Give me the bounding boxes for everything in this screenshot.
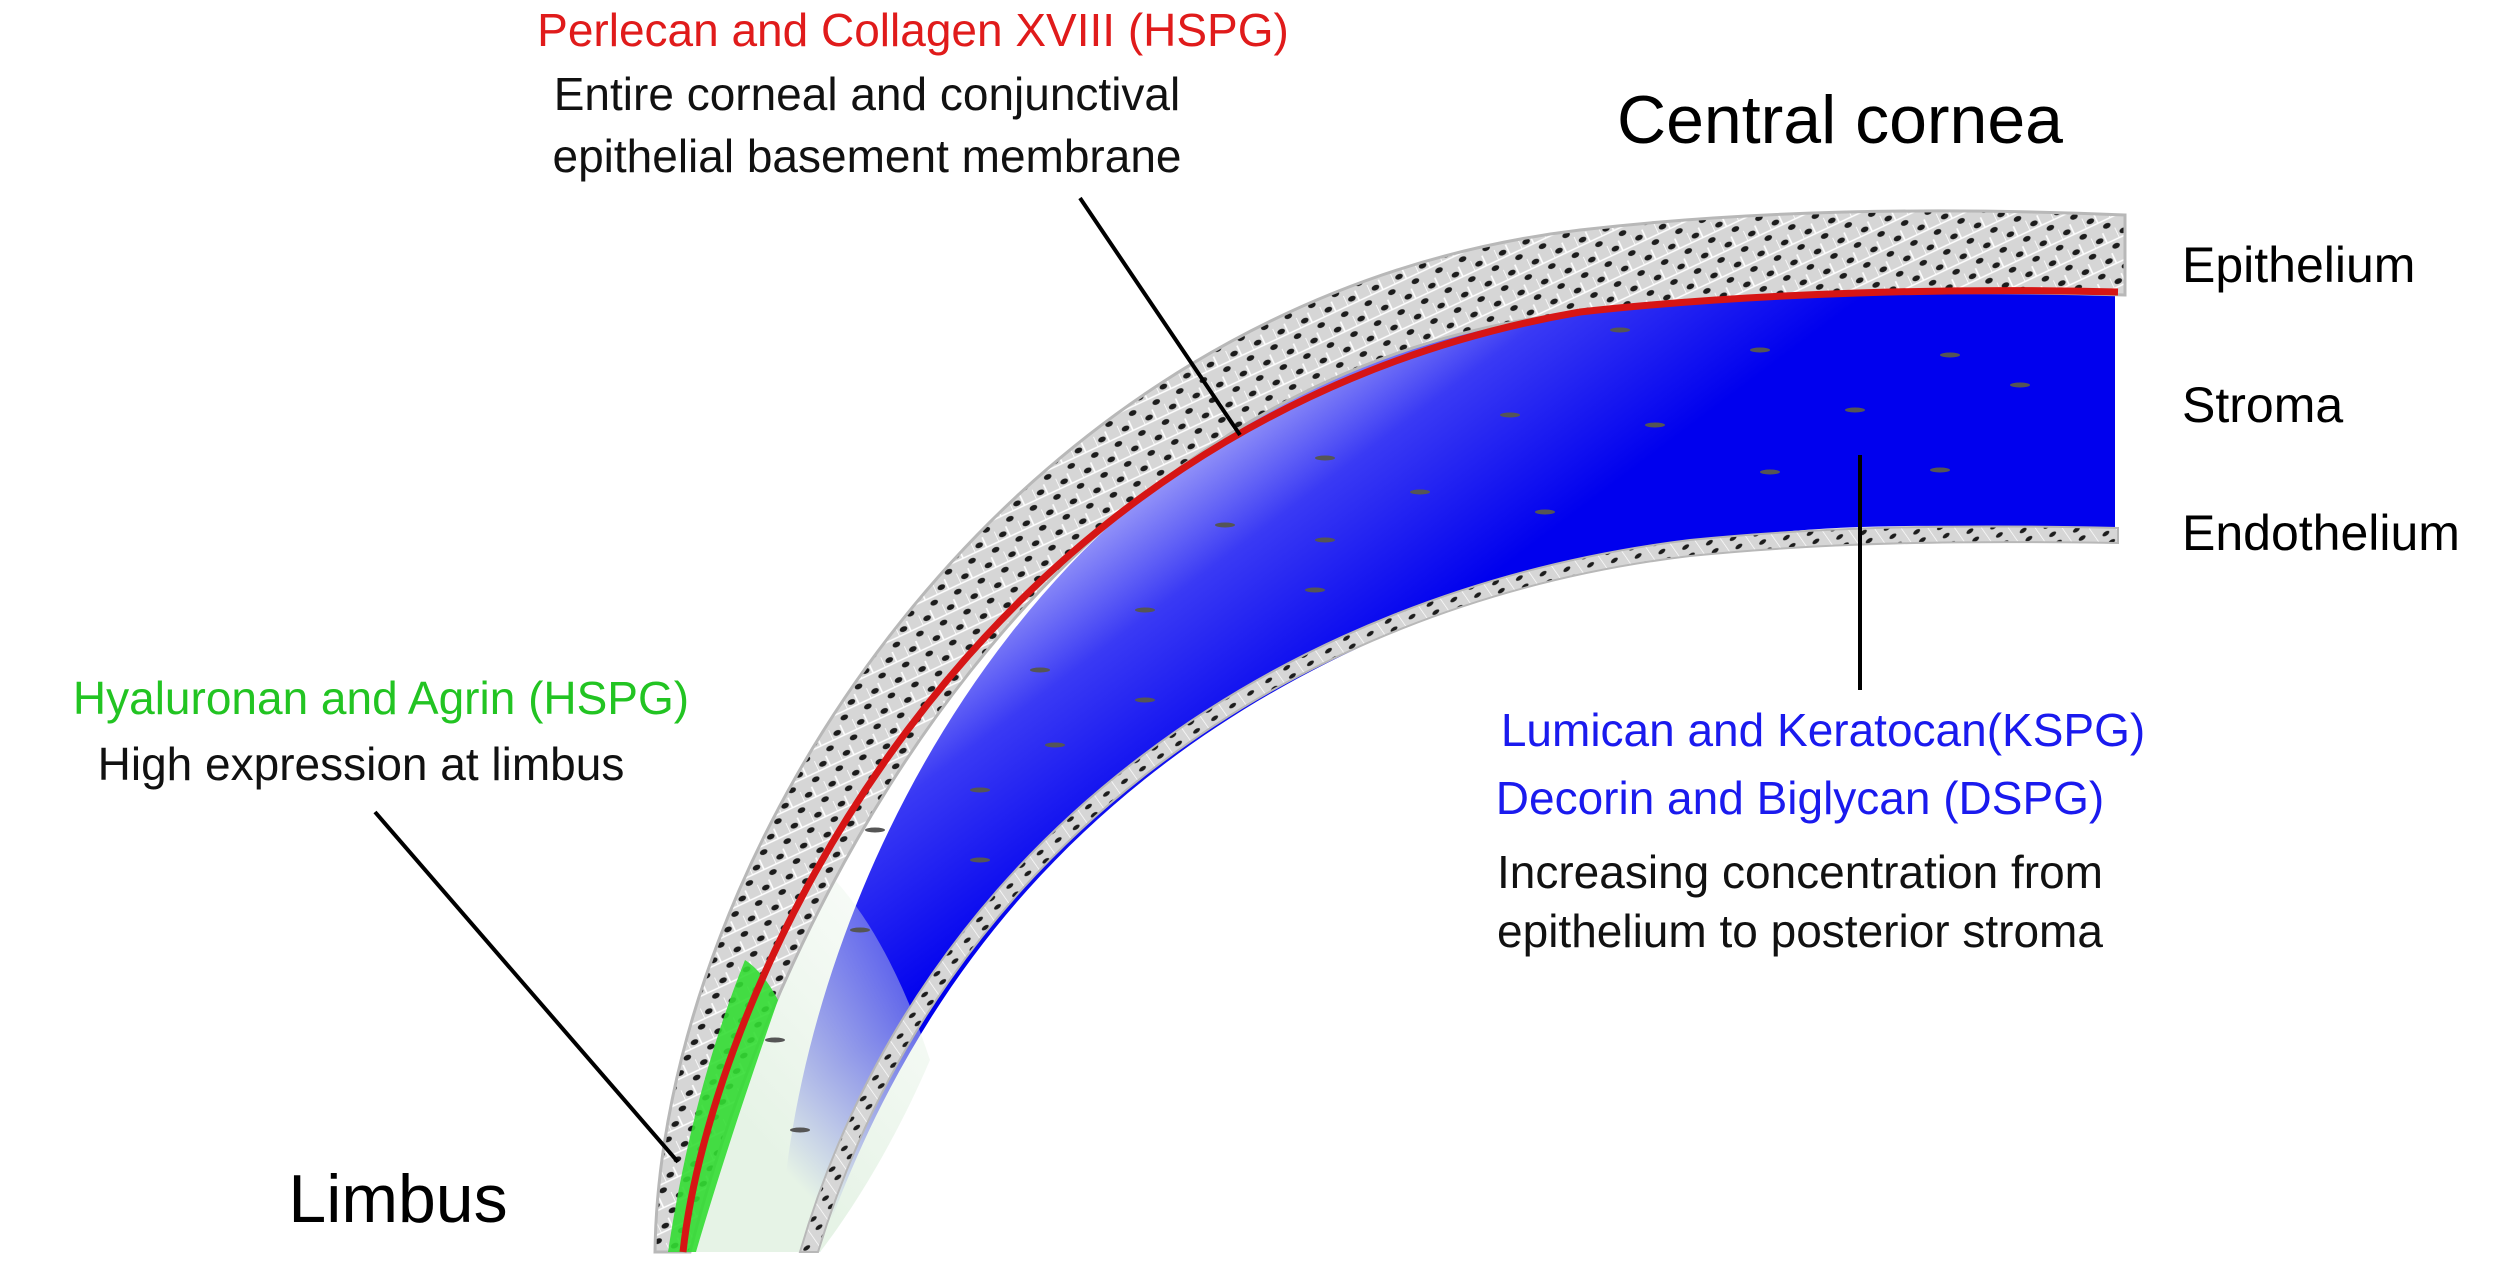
basement-membrane [679,287,2119,1253]
endothelium-label: Endothelium [2182,505,2460,561]
epithelium-label: Epithelium [2182,237,2415,293]
kspg-desc-line2: epithelium to posterior stroma [1497,905,2103,957]
limbal-stroma-wash [690,880,930,1252]
stroma-layer [780,290,2115,1252]
endothelium-layer [798,525,2119,1253]
hspg-green-title: Hyaluronan and Agrin (HSPG) [73,672,689,724]
kspg-desc-line1: Increasing concentration from [1497,846,2103,898]
hspg-red-desc-line2: epithelial basement membrane [552,130,1181,182]
hspg-red-desc-line1: Entire corneal and conjunctival [554,68,1180,120]
dspg-title: Decorin and Biglycan (DSPG) [1496,772,2104,824]
hspg-red-leader-line [1078,196,1242,437]
hspg-green-leader-line [373,810,680,1164]
stroma-label: Stroma [2182,377,2343,433]
hspg-red-title: Perlecan and Collagen XVIII (HSPG) [537,4,1289,56]
hspg-green-desc-line1: High expression at limbus [98,738,625,790]
kspg-title: Lumican and Keratocan(KSPG) [1501,704,2145,756]
epithelium-layer [653,209,2127,1254]
central-cornea-label: Central cornea [1617,82,2063,158]
keratocytes [765,327,2030,1133]
limbus-label: Limbus [288,1161,507,1237]
